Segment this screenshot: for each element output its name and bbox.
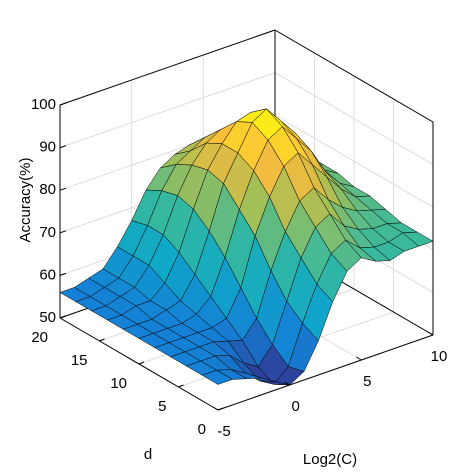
y-tick-label: 15	[71, 352, 88, 369]
tick-mark	[99, 338, 105, 342]
z-axis-label: Accuracy(%)	[17, 157, 34, 242]
x-tick-label: 10	[431, 348, 448, 365]
tick-mark	[427, 331, 434, 336]
z-tick-label: 60	[39, 266, 56, 283]
surface-cell	[201, 369, 233, 385]
z-tick-label: 90	[39, 139, 56, 156]
y-axis-label: d	[144, 446, 152, 463]
tick-mark	[59, 187, 67, 191]
x-tick-label: 0	[291, 398, 299, 415]
tick-mark	[59, 315, 66, 319]
surface	[59, 108, 434, 386]
tick-mark	[178, 384, 184, 388]
z-tick-label: 80	[39, 181, 56, 198]
tick-mark	[59, 230, 67, 234]
tick-mark	[284, 381, 290, 386]
x-tick-label: 5	[363, 373, 371, 390]
y-tick-label: 10	[110, 375, 127, 392]
tick-mark	[59, 145, 67, 149]
axis-edge	[274, 29, 434, 123]
tick-mark	[138, 361, 145, 365]
y-tick-label: 0	[198, 421, 206, 438]
axis-edge	[217, 334, 434, 411]
z-tick-label: 50	[39, 309, 56, 326]
x-axis-label: Log2(C)	[303, 451, 357, 468]
y-tick-label: 20	[31, 329, 48, 346]
z-tick-label: 100	[31, 96, 56, 113]
tick-mark	[217, 407, 224, 411]
tick-mark	[356, 356, 362, 361]
x-tick-label: -5	[217, 423, 230, 440]
tick-mark	[59, 102, 67, 106]
y-tick-label: 5	[158, 398, 166, 415]
axis-edge	[59, 29, 276, 106]
z-tick-label: 70	[39, 224, 56, 241]
tick-mark	[212, 406, 219, 411]
tick-mark	[59, 272, 67, 276]
grid-line	[59, 72, 276, 149]
